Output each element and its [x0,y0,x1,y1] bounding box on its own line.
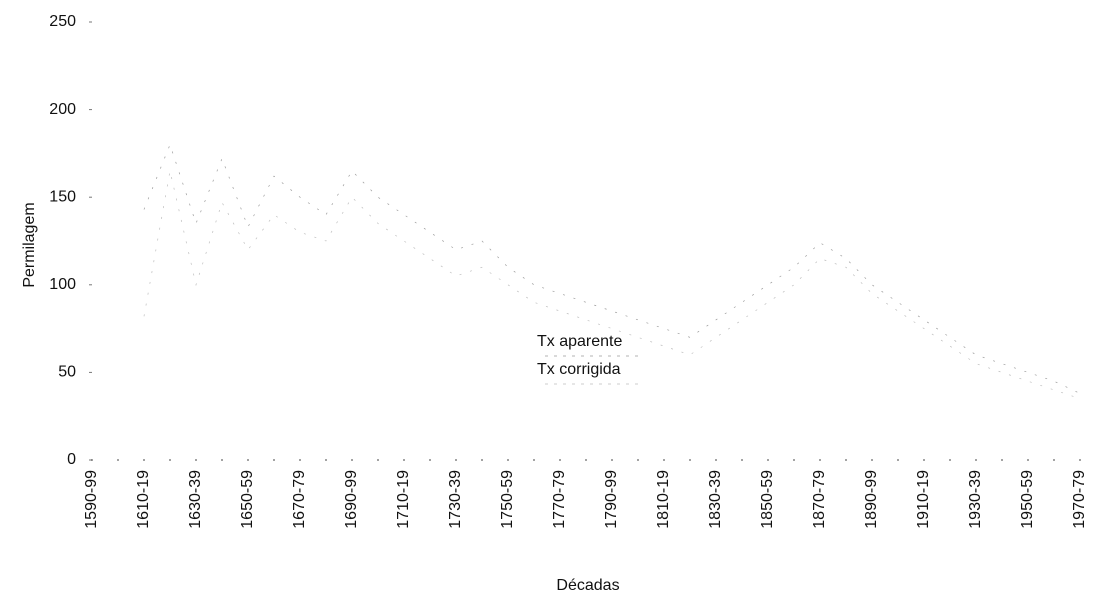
y-tick-label: 200 [49,101,76,118]
x-tick-label: 1670-79 [291,470,308,529]
x-tick-label: 1850-59 [759,470,776,529]
x-tick-label: 1970-79 [1071,470,1088,529]
y-tick-label: 0 [67,451,76,468]
x-tick-label: 1810-19 [655,470,672,529]
series-line [143,170,1081,400]
x-tick-label: 1610-19 [135,470,152,529]
y-tick-label: 100 [49,276,76,293]
y-tick-label: 150 [49,188,76,205]
x-tick-label: 1910-19 [915,470,932,529]
x-tick-label: 1650-59 [239,470,256,529]
x-tick-label: 1790-99 [603,470,620,529]
y-axis-label: Permilagem [21,202,38,287]
legend-label: Tx aparente [537,333,622,350]
x-tick-label: 1710-19 [395,470,412,529]
x-tick-label: 1730-39 [447,470,464,529]
x-tick-label: 1950-59 [1019,470,1036,529]
y-tick-label: 50 [58,364,76,381]
x-tick-label: 1690-99 [343,470,360,529]
x-tick-label: 1750-59 [499,470,516,529]
x-tick-label: 1590-99 [83,470,100,529]
x-axis-label: Décadas [556,577,619,594]
legend-label: Tx corrigida [537,361,621,378]
x-tick-label: 1770-79 [551,470,568,529]
x-tick-label: 1830-39 [707,470,724,529]
x-tick-label: 1930-39 [967,470,984,529]
y-tick-label: 250 [49,13,76,30]
x-tick-label: 1890-99 [863,470,880,529]
series-line [143,143,1081,394]
x-tick-label: 1870-79 [811,470,828,529]
x-tick-label: 1630-39 [187,470,204,529]
